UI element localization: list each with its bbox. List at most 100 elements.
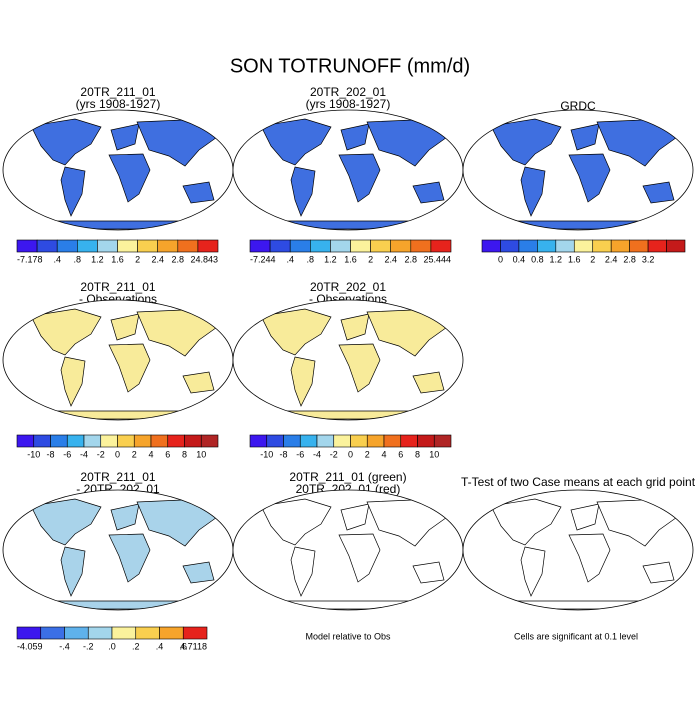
panel-title: (yrs 1908-1927) bbox=[76, 97, 161, 111]
panel-title: 20TR_202_01 bbox=[310, 85, 386, 99]
colorbar-box bbox=[433, 434, 452, 448]
panel-title: (yrs 1908-1927) bbox=[306, 97, 391, 111]
colorbar-label: .0 bbox=[108, 641, 116, 651]
colorbar-label: -2 bbox=[97, 449, 105, 459]
colorbar-label: 0 bbox=[348, 449, 353, 459]
colorbar-label: 2 bbox=[132, 449, 137, 459]
colorbar-box bbox=[518, 239, 538, 253]
colorbar-label: 1.2 bbox=[324, 254, 337, 264]
map bbox=[232, 109, 464, 231]
colorbar-box bbox=[481, 239, 501, 253]
map bbox=[2, 109, 234, 231]
panel-title: 20TR_211_01 bbox=[80, 280, 155, 294]
colorbar-label: -.4 bbox=[59, 641, 70, 651]
panel-title: 20TR_211_01 (green) bbox=[289, 470, 406, 484]
note: Model relative to Obs bbox=[305, 631, 391, 641]
colorbar-label: 2 bbox=[590, 254, 595, 264]
panel-title: 20TR_202_01 bbox=[310, 280, 386, 294]
colorbar-box bbox=[666, 239, 686, 253]
colorbar-box bbox=[330, 239, 351, 253]
colorbar-box bbox=[289, 239, 311, 253]
colorbar-label: 2 bbox=[135, 254, 140, 264]
colorbar-label: -6 bbox=[296, 449, 304, 459]
colorbar-label: -7.178 bbox=[17, 254, 43, 264]
colorbar-box bbox=[629, 239, 649, 253]
colorbar-box bbox=[283, 434, 301, 448]
map bbox=[2, 489, 234, 611]
colorbar-label: .4 bbox=[53, 254, 61, 264]
colorbar-box bbox=[177, 239, 199, 253]
colorbar-label: -10 bbox=[260, 449, 273, 459]
note: Cells are significant at 0.1 level bbox=[514, 631, 638, 641]
colorbar-box bbox=[16, 626, 42, 640]
colorbar-box bbox=[133, 434, 152, 448]
panel-title: 20TR_211_01 bbox=[80, 470, 155, 484]
colorbar-box bbox=[400, 434, 418, 448]
colorbar-box bbox=[266, 434, 284, 448]
colorbar-box bbox=[537, 239, 557, 253]
colorbar-box bbox=[333, 434, 351, 448]
colorbar-label: -8 bbox=[279, 449, 287, 459]
colorbar-label: 0 bbox=[115, 449, 120, 459]
colorbar-label: -4.059 bbox=[17, 641, 43, 651]
colorbar-box bbox=[430, 239, 452, 253]
colorbar-label: -8 bbox=[46, 449, 54, 459]
colorbar-box bbox=[555, 239, 575, 253]
colorbar-label: 2 bbox=[368, 254, 373, 264]
colorbar-label: .4 bbox=[156, 641, 164, 651]
colorbar-label: -7.244 bbox=[250, 254, 276, 264]
colorbar-label: 0 bbox=[498, 254, 503, 264]
colorbar-box bbox=[417, 434, 435, 448]
colorbar-label: .4 bbox=[286, 254, 294, 264]
colorbar-label: -4 bbox=[80, 449, 88, 459]
panel-title: T-Test of two Case means at each grid po… bbox=[461, 475, 696, 489]
colorbar-label: .8 bbox=[307, 254, 315, 264]
colorbar-box bbox=[137, 239, 159, 253]
colorbar-label: 2.8 bbox=[405, 254, 418, 264]
colorbar-box bbox=[249, 239, 271, 253]
colorbar-label: .6 bbox=[179, 641, 187, 651]
colorbar-label: 2.8 bbox=[172, 254, 185, 264]
colorbar-label: -.2 bbox=[83, 641, 94, 651]
colorbar-box bbox=[366, 434, 385, 448]
colorbar-box bbox=[390, 239, 412, 253]
colorbar-box bbox=[117, 434, 135, 448]
colorbar-box bbox=[309, 239, 331, 253]
colorbar-box bbox=[370, 239, 392, 253]
colorbar-box bbox=[573, 239, 594, 253]
colorbar-label: 8 bbox=[415, 449, 420, 459]
colorbar-box bbox=[167, 434, 185, 448]
colorbar-label: 2.4 bbox=[605, 254, 618, 264]
colorbar-box bbox=[610, 239, 630, 253]
colorbar-box bbox=[383, 434, 402, 448]
colorbar-label: -10 bbox=[27, 449, 40, 459]
colorbar-box bbox=[410, 239, 432, 253]
colorbar-box bbox=[249, 434, 268, 448]
colorbar-label: 4 bbox=[148, 449, 153, 459]
colorbar-box bbox=[100, 434, 118, 448]
colorbar-label: 24.843 bbox=[190, 254, 218, 264]
colorbar-label: 4.7118 bbox=[180, 641, 207, 651]
colorbar-box bbox=[316, 434, 335, 448]
colorbar-box bbox=[150, 434, 169, 448]
colorbar-box bbox=[647, 239, 667, 253]
colorbar-label: 6 bbox=[165, 449, 170, 459]
colorbar-box bbox=[135, 626, 160, 640]
colorbar-label: 2 bbox=[365, 449, 370, 459]
colorbar-box bbox=[66, 434, 85, 448]
colorbar-label: 1.6 bbox=[344, 254, 357, 264]
map bbox=[232, 489, 464, 611]
colorbar-box bbox=[50, 434, 68, 448]
colorbar-label: 4 bbox=[381, 449, 386, 459]
colorbar-label: 1.2 bbox=[91, 254, 104, 264]
map-border bbox=[462, 489, 694, 611]
figure-title: SON TOTRUNOFF (mm/d) bbox=[230, 55, 470, 77]
panel-title: GRDC bbox=[560, 99, 596, 113]
colorbar-box bbox=[184, 434, 202, 448]
colorbar-box bbox=[350, 239, 371, 253]
map bbox=[232, 299, 464, 421]
colorbar-box bbox=[350, 434, 368, 448]
colorbar-box bbox=[16, 239, 38, 253]
colorbar-label: 1.6 bbox=[111, 254, 124, 264]
colorbar-box bbox=[592, 239, 612, 253]
